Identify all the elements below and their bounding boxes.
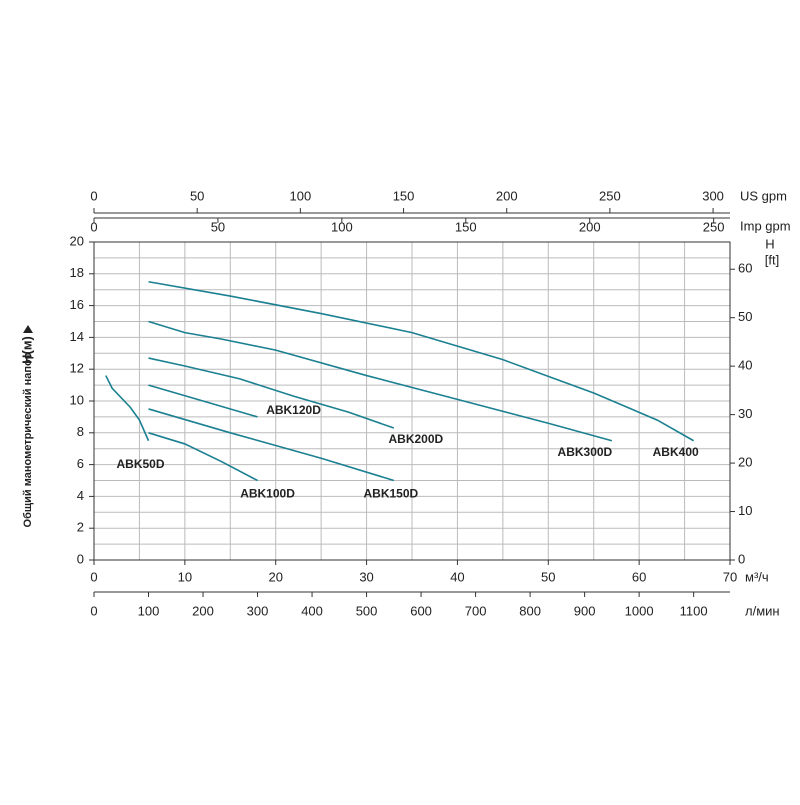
y2-tick-label: 10 [738,503,752,518]
y-tick-label: 18 [70,265,84,280]
y-tick-label: 6 [77,456,84,471]
extra-tick-label: 50 [211,219,225,234]
x-tick-label: 40 [450,569,464,584]
y2-tick-label: 60 [738,261,752,276]
extra-tick-label: 0 [90,603,97,618]
extra-tick-label: 50 [190,188,204,203]
x-tick-label: 20 [268,569,282,584]
y2-tick-label: 40 [738,358,752,373]
extra-tick-label: 400 [301,603,323,618]
curve [148,408,395,482]
extra-tick-label: 150 [455,219,477,234]
x-tick-label: 10 [178,569,192,584]
curve [148,280,695,442]
extra-tick-label: 500 [356,603,378,618]
y-arrow [23,325,33,333]
curve-label: ABK50D [117,457,165,471]
extra-tick-label: 200 [192,603,214,618]
y-tick-label: 8 [77,424,84,439]
y-tick-label: 2 [77,520,84,535]
extra-axis-unit: Imp gpm [740,218,791,233]
curve [148,432,258,482]
y2-tick-label: 30 [738,406,752,421]
extra-tick-label: 0 [90,219,97,234]
y2-unit: [ft] [765,252,779,267]
curve-label: ABK120D [266,403,321,417]
y2-tick-label: 20 [738,455,752,470]
y-tick-label: 10 [70,392,84,407]
curve-label: ABK400 [653,445,699,459]
extra-tick-label: 1000 [625,603,654,618]
curve-label: ABK200D [388,432,443,446]
y-tick-label: 16 [70,297,84,312]
x-tick-label: 50 [541,569,555,584]
curve-label: ABK150D [363,487,418,501]
curve [148,357,395,429]
extra-tick-label: 300 [247,603,269,618]
y-tick-label: 12 [70,361,84,376]
extra-tick-label: 200 [496,188,518,203]
y-unit: H(м) [19,336,34,364]
extra-tick-label: 1100 [680,603,708,618]
y-tick-label: 20 [70,233,84,248]
curve-label: ABK100D [240,487,295,501]
y2-tick-label: 50 [738,309,752,324]
y2-tick-label: 0 [738,551,745,566]
x-tick-label: 60 [632,569,646,584]
curve-label: ABK300D [558,445,613,459]
extra-tick-label: 250 [703,219,725,234]
y-tick-label: 14 [70,329,84,344]
extra-tick-label: 200 [579,219,601,234]
extra-axis-unit: л/мин [745,603,780,618]
extra-tick-label: 600 [410,603,432,618]
extra-tick-label: 900 [574,603,596,618]
y2-label: H [765,236,774,251]
extra-axis-unit: US gpm [740,188,787,203]
extra-tick-label: 250 [599,188,621,203]
x-unit: м³/ч [745,569,769,584]
extra-tick-label: 100 [331,219,353,234]
y-tick-label: 4 [77,488,84,503]
curve [148,384,258,418]
y-tick-label: 0 [77,551,84,566]
x-tick-label: 30 [359,569,373,584]
extra-tick-label: 100 [138,603,160,618]
extra-tick-label: 0 [90,188,97,203]
curve [148,320,613,442]
extra-tick-label: 800 [519,603,541,618]
y-label: Общий манометрический напор [22,352,34,527]
curve [105,375,150,442]
extra-tick-label: 150 [393,188,415,203]
extra-tick-label: 100 [290,188,312,203]
x-tick-label: 0 [90,569,97,584]
x-tick-label: 70 [723,569,737,584]
extra-tick-label: 300 [702,188,724,203]
extra-tick-label: 700 [465,603,487,618]
